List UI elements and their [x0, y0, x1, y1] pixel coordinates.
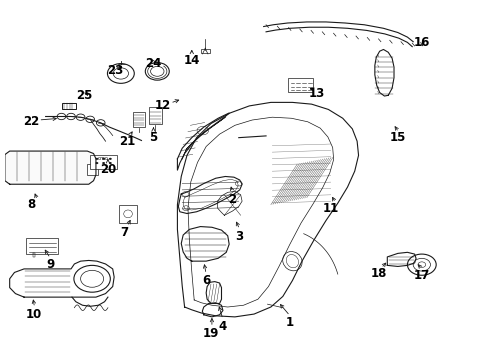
Circle shape: [95, 162, 98, 164]
Circle shape: [102, 158, 105, 160]
Circle shape: [95, 158, 98, 160]
Text: 23: 23: [107, 64, 123, 77]
Text: 3: 3: [235, 230, 244, 243]
Circle shape: [57, 113, 65, 120]
Text: 1: 1: [285, 316, 293, 329]
Circle shape: [145, 63, 169, 80]
Circle shape: [86, 116, 94, 122]
Text: 7: 7: [121, 226, 128, 239]
Text: 9: 9: [46, 258, 55, 271]
Bar: [62, 103, 76, 109]
Circle shape: [102, 162, 105, 164]
Text: 2: 2: [228, 193, 236, 206]
Bar: [26, 238, 58, 254]
Text: 18: 18: [370, 267, 386, 280]
Circle shape: [109, 158, 112, 160]
Text: 4: 4: [218, 320, 226, 333]
Text: 25: 25: [76, 89, 92, 102]
Bar: [119, 205, 137, 223]
Circle shape: [107, 64, 134, 83]
Text: 20: 20: [100, 163, 116, 176]
Bar: [201, 49, 209, 53]
Bar: [133, 112, 145, 127]
Text: 11: 11: [322, 202, 338, 215]
Text: 15: 15: [389, 131, 405, 144]
Text: 22: 22: [23, 115, 40, 128]
Text: omo: omo: [97, 156, 108, 161]
Circle shape: [109, 162, 112, 164]
Text: 13: 13: [307, 87, 324, 100]
Text: 12: 12: [155, 99, 171, 112]
Text: 17: 17: [413, 269, 429, 282]
Text: 10: 10: [25, 307, 41, 320]
Text: 5: 5: [149, 131, 157, 144]
Circle shape: [76, 114, 85, 120]
Circle shape: [407, 254, 435, 275]
Text: 21: 21: [119, 135, 135, 148]
Text: 6: 6: [202, 274, 210, 287]
Text: 14: 14: [183, 54, 200, 67]
Bar: [148, 107, 162, 124]
Bar: [90, 155, 116, 170]
Text: 16: 16: [413, 36, 429, 49]
Circle shape: [96, 120, 105, 126]
Text: 8: 8: [27, 198, 35, 211]
Bar: [287, 78, 312, 92]
Text: 19: 19: [203, 327, 219, 340]
Circle shape: [66, 113, 75, 120]
Bar: [87, 164, 98, 175]
Text: 24: 24: [145, 57, 162, 70]
